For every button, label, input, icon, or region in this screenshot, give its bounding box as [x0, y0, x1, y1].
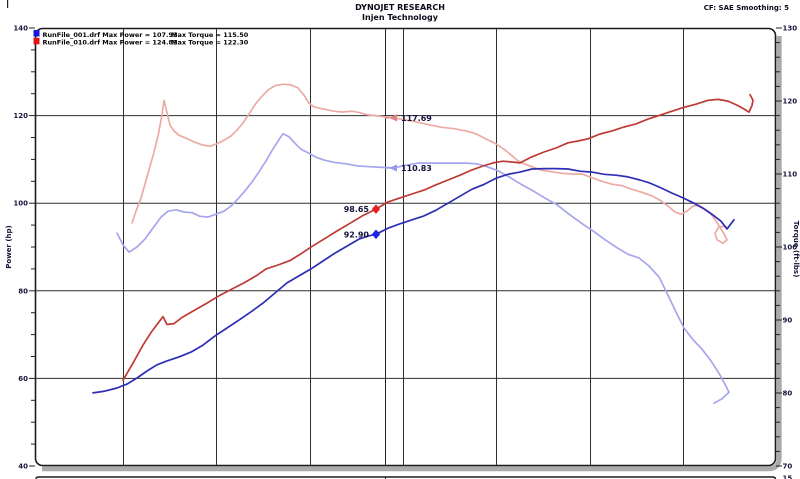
left-axis-tick-label: 100 — [13, 200, 28, 208]
legend-swatch-run001 — [33, 30, 40, 37]
series-runfile-010-drf-power — [122, 93, 754, 382]
right-axis-tick-label: 110 — [783, 171, 798, 179]
bottom-panel-border — [35, 476, 777, 479]
legend-run010-power: RunFile_010.drf Max Power = 124.83 — [43, 39, 178, 47]
readout-value-label: 98.65 — [344, 205, 370, 214]
right-axis-tick-label: 70 — [783, 463, 793, 471]
right-axis-tick-label: 130 — [783, 25, 798, 33]
readout-diamond-marker — [371, 229, 381, 240]
right-axis-tick-label: 90 — [783, 317, 793, 325]
left-axis-tick-label: 40 — [18, 463, 28, 471]
legend-run010-torque: Max Torque = 122.30 — [171, 39, 249, 47]
power-axis-title: Power (hp) — [5, 225, 13, 268]
left-axis-tick-label: 60 — [18, 375, 28, 383]
torque-axis-title: Torque (ft-lbs) — [792, 221, 800, 278]
correction-smoothing-note: CF: SAE Smoothing: 5 — [704, 4, 789, 12]
readout-value-label: 92.90 — [344, 230, 370, 239]
bottom-panel-right-label: 15 — [783, 475, 793, 479]
left-axis-tick-label: 120 — [13, 112, 28, 120]
legend: RunFile_001.drf Max Power = 107.93 Max T… — [33, 30, 249, 47]
right-axis-tick-label: 100 — [783, 244, 798, 252]
plot-border — [34, 27, 777, 467]
left-axis-tick-label: 80 — [18, 287, 28, 295]
right-axis-tick-label: 80 — [783, 390, 793, 398]
legend-run001-power: RunFile_001.drf Max Power = 107.93 — [43, 31, 178, 39]
chart-layer: 140 120 100 80 60 40 130 120 110 100 90 80 70 Power (… — [5, 25, 800, 479]
left-axis-tick-label: 140 — [13, 25, 28, 33]
legend-run001-torque: Max Torque = 115.50 — [171, 31, 249, 39]
screen-edge-artifact — [7, 0, 9, 8]
readout-arrow-marker — [389, 164, 397, 172]
readout-arrow-marker — [389, 114, 397, 122]
right-axis-tick-label: 120 — [783, 98, 798, 106]
readout-value-label: 110.83 — [401, 164, 432, 173]
chart-title: DYNOJET RESEARCH — [355, 3, 445, 12]
series-runfile-010-drf-torque — [131, 83, 728, 245]
chart-subtitle: Injen Technology — [362, 13, 439, 22]
readout-diamond-marker — [371, 204, 381, 214]
legend-swatch-run010 — [33, 37, 40, 45]
series-runfile-001-drf-power — [92, 167, 735, 394]
readout-value-label: 117.69 — [401, 114, 432, 123]
